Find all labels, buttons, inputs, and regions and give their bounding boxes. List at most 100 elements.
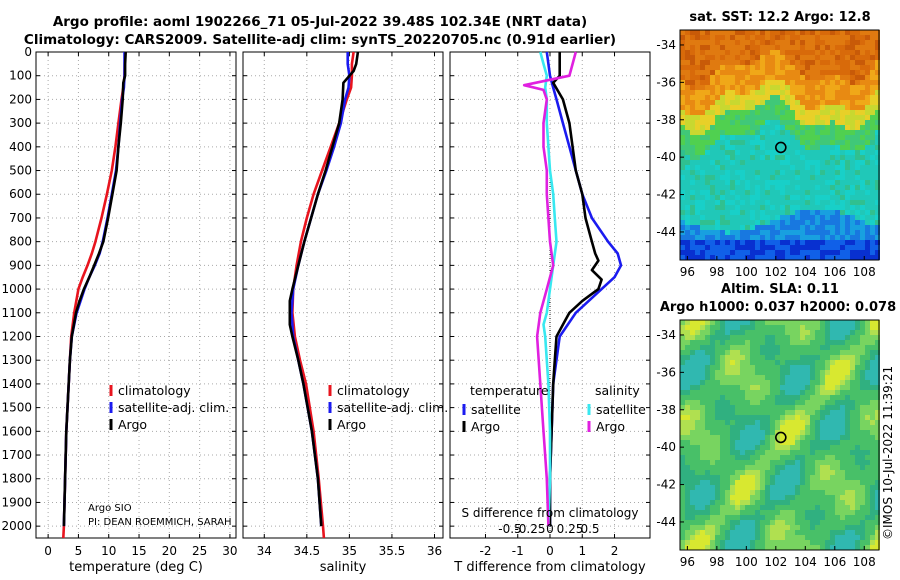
y-tick-label: 300	[9, 116, 32, 130]
y-tick-label: 0	[24, 45, 32, 59]
map-y-tick-label: -44	[656, 515, 676, 529]
legend-label: climatology	[337, 383, 410, 398]
plot-frame	[242, 51, 444, 539]
map-x-tick-label: 108	[853, 265, 876, 279]
map-y-tick-label: -34	[656, 328, 676, 342]
x-tick-label: 35.5	[379, 544, 406, 558]
map-y-tick-label: -44	[656, 225, 676, 239]
series-line-climatology	[291, 51, 355, 539]
y-tick-label: 1100	[1, 306, 32, 320]
legend-label: satellite-adj. clim.	[337, 400, 448, 415]
x-axis-label: temperature (deg C)	[69, 560, 203, 575]
legend-label: Argo	[337, 417, 366, 432]
sla-map-title-line2: Argo h1000: 0.037 h2000: 0.078	[659, 300, 897, 315]
legend-label: satellite-adj. clim.	[118, 400, 229, 415]
map-y-tick-label: -38	[656, 113, 676, 127]
series-line-temperature-satellite	[545, 51, 623, 527]
x-tick-label: 25	[192, 544, 207, 558]
series-line-argo	[62, 51, 127, 527]
map-frame	[679, 29, 880, 261]
map-x-tick-label: 106	[823, 555, 846, 569]
map-y-tick-label: -40	[656, 440, 676, 454]
y-tick-label: 100	[9, 69, 32, 83]
map-x-tick-label: 96	[680, 555, 695, 569]
x-tick-label: 15	[131, 544, 146, 558]
argo-position-marker	[775, 141, 787, 154]
map-x-tick-label: 100	[735, 555, 758, 569]
map-y-tick-label: -42	[656, 188, 676, 202]
map-x-tick-label: 98	[709, 265, 724, 279]
annotation-line1: Argo SIO	[88, 503, 132, 514]
legend-label: satellite	[596, 402, 646, 417]
salinity-tick-label: 0.5	[580, 522, 599, 536]
plot-frame	[35, 51, 237, 539]
y-tick-label: 1400	[1, 377, 32, 391]
x-tick-label: 30	[222, 544, 237, 558]
map-x-tick-label: 102	[764, 265, 787, 279]
x-tick-label: 0	[44, 544, 52, 558]
map-x-tick-label: 98	[709, 555, 724, 569]
map-y-tick-label: -42	[656, 478, 676, 492]
y-tick-label: 1300	[1, 353, 32, 367]
y-tick-label: 1000	[1, 282, 32, 296]
argo-position-marker	[775, 431, 787, 444]
y-tick-label: 1700	[1, 448, 32, 462]
x-tick-label: 36	[427, 544, 442, 558]
salinity-tick-label: 0	[546, 522, 554, 536]
x-tick-label: 10	[101, 544, 116, 558]
map-x-tick-label: 108	[853, 555, 876, 569]
x-tick-label: 34	[257, 544, 272, 558]
legend-label: Argo	[596, 419, 625, 434]
map-x-tick-label: 100	[735, 265, 758, 279]
legend-label: Argo	[118, 417, 147, 432]
legend-header-temperature: temperature	[470, 383, 549, 398]
x-axis-label: T difference from climatology	[453, 560, 646, 575]
x-tick-label: 2	[611, 544, 619, 558]
y-tick-label: 700	[9, 211, 32, 225]
x-tick-label: 0	[546, 544, 554, 558]
y-tick-label: 1200	[1, 329, 32, 343]
salinity-axis-label: S difference from climatology	[462, 506, 639, 520]
legend-label: satellite	[471, 402, 521, 417]
series-line-salinity-satellite	[539, 51, 558, 527]
map-y-tick-label: -40	[656, 150, 676, 164]
sla-map-title-line1: Altim. SLA: 0.11	[721, 282, 839, 297]
map-y-tick-label: -36	[656, 365, 676, 379]
sla-map-cells	[680, 320, 880, 550]
map-frame	[679, 319, 880, 551]
map-x-tick-label: 104	[794, 265, 817, 279]
map-x-tick-label: 102	[764, 555, 787, 569]
x-axis-label: salinity	[320, 560, 367, 575]
y-tick-label: 400	[9, 140, 32, 154]
y-tick-label: 1900	[1, 495, 32, 509]
map-y-tick-label: -38	[656, 403, 676, 417]
y-tick-label: 500	[9, 164, 32, 178]
x-tick-label: 34.5	[293, 544, 320, 558]
series-line-argo	[288, 51, 360, 527]
series-line-satellite-adj-clim-	[290, 52, 351, 527]
y-tick-label: 1500	[1, 401, 32, 415]
figure-title-line1: Argo profile: aoml 1902266_71 05-Jul-202…	[52, 14, 588, 30]
x-tick-label: 20	[162, 544, 177, 558]
annotation-line2: PI: DEAN ROEMMICH, SARAH	[88, 517, 232, 528]
salinity-tick-label: -0.25	[514, 522, 545, 536]
legend-label: Argo	[471, 419, 500, 434]
y-tick-label: 1800	[1, 472, 32, 486]
map-x-tick-label: 96	[680, 265, 695, 279]
y-tick-label: 800	[9, 235, 32, 249]
y-tick-label: 1600	[1, 424, 32, 438]
legend-header-salinity: salinity	[595, 383, 640, 398]
x-tick-label: 35	[342, 544, 357, 558]
map-x-tick-label: 104	[794, 555, 817, 569]
salinity-tick-label: 0.25	[557, 522, 584, 536]
series-line-climatology	[62, 51, 127, 539]
series-line-salinity-argo	[522, 51, 578, 527]
map-x-tick-label: 106	[823, 265, 846, 279]
sst-map-title: sat. SST: 12.2 Argo: 12.8	[689, 10, 871, 25]
y-tick-label: 200	[9, 92, 32, 106]
x-tick-label: -2	[479, 544, 491, 558]
map-y-tick-label: -36	[656, 75, 676, 89]
salinity-tick-label: -0.5	[498, 522, 521, 536]
x-tick-label: -1	[512, 544, 524, 558]
